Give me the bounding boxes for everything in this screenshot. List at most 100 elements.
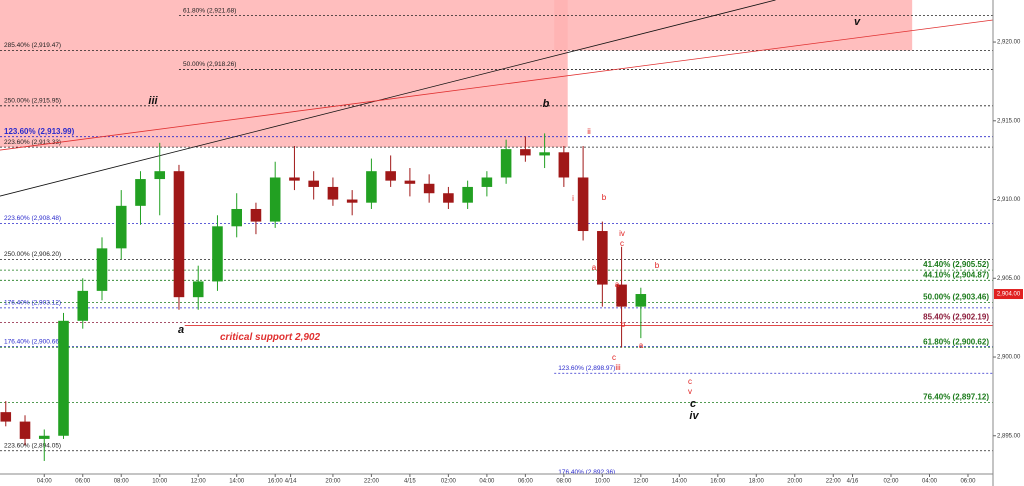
target-zone <box>0 0 568 148</box>
candle-body <box>115 205 127 249</box>
wave-label: a <box>178 324 184 336</box>
y-tick-label: 2,915.00 <box>997 118 1021 124</box>
y-tick-label: 2,900.00 <box>997 355 1021 361</box>
x-tick-label: 22:00 <box>826 479 842 485</box>
fib-label: 176.40% (2,900.66) <box>4 338 61 345</box>
candles <box>0 133 647 461</box>
x-tick-label: 12:00 <box>191 479 207 485</box>
wave-label: a <box>615 280 620 289</box>
wave-label: i <box>572 194 574 203</box>
x-tick-label: 04:00 <box>37 479 53 485</box>
candle-body <box>597 231 608 285</box>
candle-body <box>154 171 166 180</box>
fib-label: 250.00% (2,915.95) <box>4 98 61 105</box>
candle-body <box>192 281 204 298</box>
y-tick-label: 2,920.00 <box>997 40 1021 46</box>
wave-label: iv <box>689 410 699 422</box>
wave-label: b <box>602 193 607 202</box>
support-label: critical support 2,902 <box>220 332 320 343</box>
wave-label: c <box>688 377 692 386</box>
wave-label: a <box>592 263 597 272</box>
y-tick-label: 2,910.00 <box>997 197 1021 203</box>
fib-label: 250.00% (2,906.20) <box>4 251 61 258</box>
x-tick-label: 4/15 <box>404 479 416 485</box>
y-tick-label: 2,895.00 <box>997 433 1021 439</box>
trendlines <box>0 0 994 197</box>
candle-body <box>135 179 146 206</box>
candle-body <box>423 183 435 194</box>
fib-label: 285.40% (2,919.47) <box>4 42 61 49</box>
candle-body <box>231 208 242 227</box>
wave-label: v <box>688 387 692 396</box>
candle-body <box>96 248 108 291</box>
trendline <box>0 19 994 151</box>
wave-label: c <box>612 353 616 362</box>
wave-label: v <box>854 16 861 28</box>
candle-body <box>0 412 12 422</box>
x-tick-label: 12:00 <box>633 479 649 485</box>
x-tick-label: 22:00 <box>364 479 380 485</box>
x-tick-label: 20:00 <box>325 479 341 485</box>
candle-body <box>539 152 550 156</box>
wave-label: a <box>639 341 644 350</box>
fib-label: 223.60% (2,908.48) <box>4 215 61 222</box>
candle-body <box>289 177 300 181</box>
x-tick-label: 08:00 <box>114 479 130 485</box>
candle-body <box>385 171 396 181</box>
candle-body <box>500 149 512 178</box>
last-price-label: 2,904.00 <box>997 292 1021 298</box>
candle-body <box>520 149 531 156</box>
candle-body <box>19 421 31 439</box>
candle-body <box>635 294 647 307</box>
target-zone <box>554 0 913 51</box>
candle-body <box>77 290 89 321</box>
x-tick-label: 06:00 <box>75 479 91 485</box>
candle-body <box>616 284 627 307</box>
time-axis-bg <box>0 474 993 486</box>
wave-label: ii <box>587 127 591 136</box>
x-tick-label: 16:00 <box>268 479 284 485</box>
candle-body <box>327 186 339 200</box>
fib-label: 85.40% (2,902.19) <box>923 313 989 322</box>
fib-label: 44.10% (2,904.87) <box>923 270 989 279</box>
y-tick-label: 2,905.00 <box>997 276 1021 282</box>
fib-label: 61.80% (2,900.62) <box>923 337 989 346</box>
trendline <box>0 0 776 197</box>
x-tick-label: 10:00 <box>152 479 168 485</box>
zones <box>0 0 913 148</box>
x-tick-label: 14:00 <box>229 479 245 485</box>
wave-label: c <box>690 398 696 410</box>
last-price-tag <box>994 289 1023 300</box>
wave-label: b <box>655 261 660 270</box>
x-tick-label: 4/16 <box>847 479 859 485</box>
candle-body <box>366 171 377 203</box>
candle-body <box>558 152 570 178</box>
x-tick-label: 06:00 <box>960 479 976 485</box>
wave-label: c <box>620 239 624 248</box>
candle-body <box>38 435 50 439</box>
candle-body <box>481 177 493 187</box>
x-tick-label: 4/14 <box>285 479 297 485</box>
fib-label: 123.60% (2,913.99) <box>4 127 75 136</box>
fib-label: 41.40% (2,905.52) <box>923 260 989 269</box>
x-tick-label: 08:00 <box>556 479 572 485</box>
fib-label: 50.00% (2,903.46) <box>923 293 989 302</box>
x-tick-label: 04:00 <box>479 479 495 485</box>
candle-body <box>173 171 185 298</box>
fib-label: 223.60% (2,913.33) <box>4 139 61 146</box>
x-tick-label: 14:00 <box>672 479 688 485</box>
candle-body <box>58 320 69 436</box>
x-tick-label: 02:00 <box>883 479 899 485</box>
levels: 61.80% (2,921.68) 285.40% (2,919.47) 50.00… <box>0 7 993 478</box>
fib-label: 176.40% (2,903.12) <box>4 300 61 307</box>
wave-label: b <box>543 98 550 110</box>
candle-body <box>269 177 281 222</box>
candle-body <box>212 226 223 282</box>
x-tick-label: 06:00 <box>518 479 534 485</box>
wave-label: iii <box>615 363 621 372</box>
wave-label: iii <box>148 95 158 107</box>
price-axis-bg <box>993 0 1024 486</box>
